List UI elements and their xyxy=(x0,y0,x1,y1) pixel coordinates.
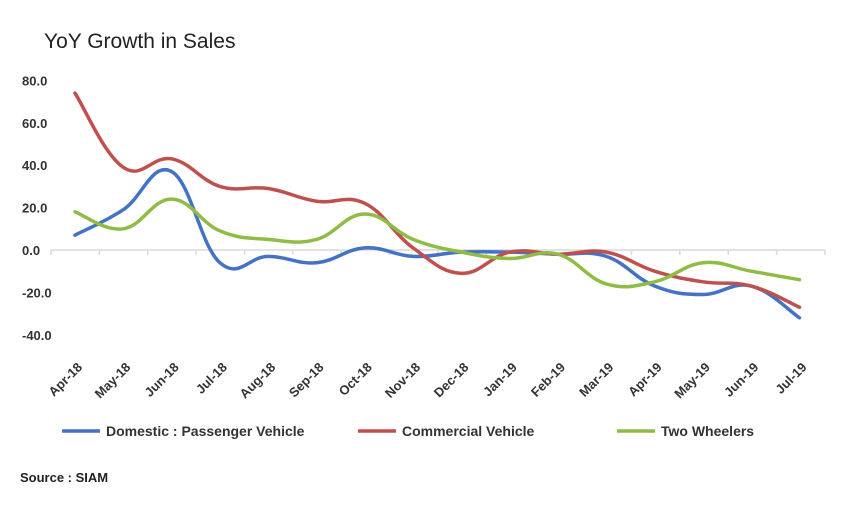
legend-label: Domestic : Passenger Vehicle xyxy=(106,423,305,439)
x-tick-label: Nov-18 xyxy=(382,360,423,401)
y-tick-label: -40.0 xyxy=(22,328,52,343)
y-tick-label: 80.0 xyxy=(22,73,47,88)
series-line-1 xyxy=(73,91,802,309)
y-tick-label: 0.0 xyxy=(22,243,40,258)
series-line-2 xyxy=(73,197,802,289)
x-tick-label: Apr-18 xyxy=(45,360,85,400)
x-tick-label: Mar-19 xyxy=(576,360,616,400)
legend-label: Two Wheelers xyxy=(661,423,754,439)
x-tick-label: Feb-19 xyxy=(528,360,568,400)
y-tick-label: 60.0 xyxy=(22,116,47,131)
x-tick-label: Apr-19 xyxy=(625,360,665,400)
y-tick-label: 20.0 xyxy=(22,201,47,216)
x-tick-label: Jan-19 xyxy=(480,360,520,400)
y-tick-label: 40.0 xyxy=(22,158,47,173)
x-tick-label: Dec-18 xyxy=(431,360,472,401)
x-tick-label: May-19 xyxy=(671,360,713,402)
x-tick-label: Oct-18 xyxy=(336,360,375,399)
y-tick-label: -20.0 xyxy=(22,285,52,300)
x-tick-label: Sep-18 xyxy=(286,360,327,401)
x-tick-label: Jun-18 xyxy=(141,360,181,400)
chart-title: YoY Growth in Sales xyxy=(44,30,236,53)
series-line-0 xyxy=(73,167,802,320)
x-tick-label: Jun-19 xyxy=(721,360,761,400)
x-tick-label: Jul-19 xyxy=(772,360,809,397)
x-tick-label: May-18 xyxy=(92,360,134,402)
x-tick-label: Jul-18 xyxy=(193,360,230,397)
source-note: Source : SIAM xyxy=(20,470,109,485)
x-tick-label: Aug-18 xyxy=(237,360,279,402)
legend-label: Commercial Vehicle xyxy=(402,423,535,439)
